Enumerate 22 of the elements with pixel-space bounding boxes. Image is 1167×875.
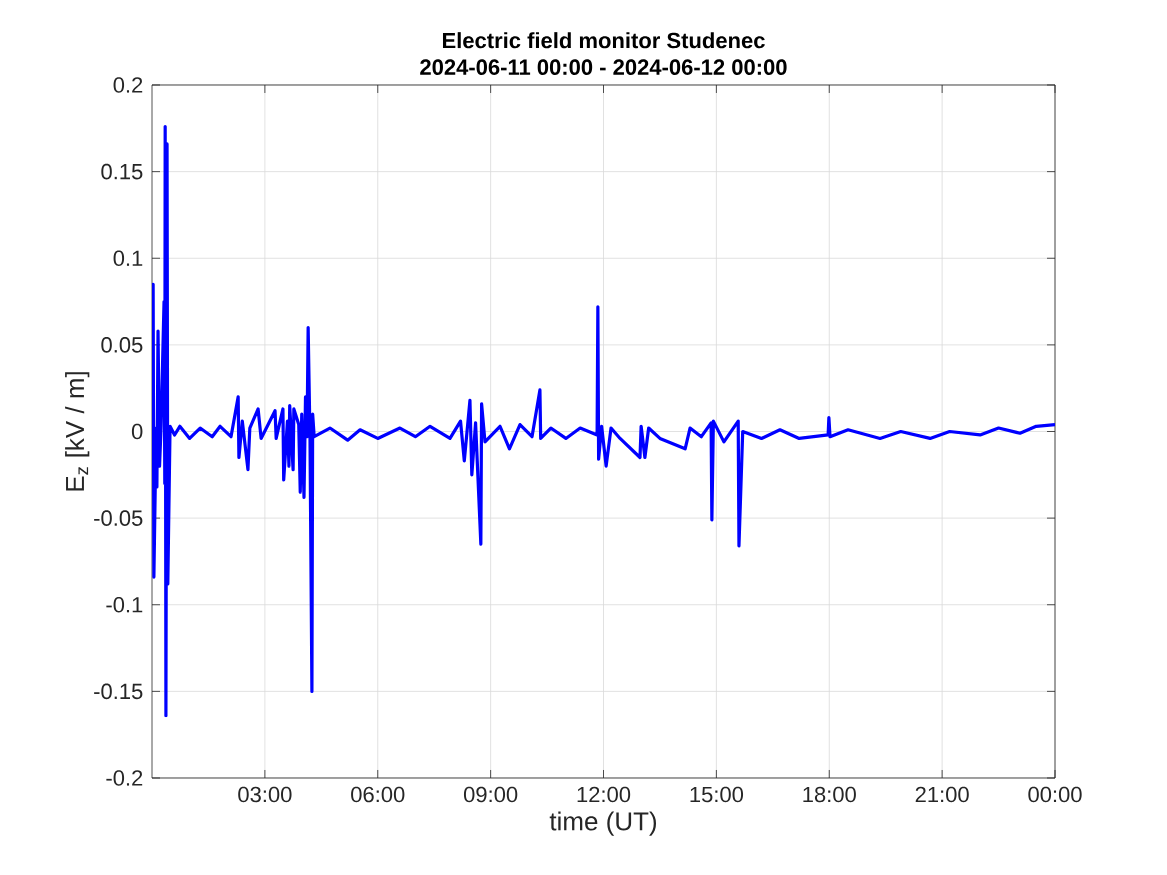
x-tick-label: 09:00 [463,786,518,803]
chart-title: Electric field monitor Studenec [442,32,765,49]
y-tick-label: 0.2 [113,77,143,93]
chart-subtitle: 2024-06-11 00:00 - 2024-06-12 00:00 [420,59,787,75]
y-tick-label: -0.05 [94,510,143,526]
y-axis-title: E$_{z}$ [kV / m] [65,372,90,491]
x-tick-label: 18:00 [803,786,856,803]
y-tick-label: 0.1 [113,250,143,267]
x-tick-label: 12:00 [577,786,631,803]
x-tick-label: 00:00 [1028,786,1082,803]
y-tick-label: -0.2 [106,770,143,786]
y-tick-label: 0.05 [101,337,143,353]
x-tick-label: 03:00 [238,786,292,803]
y-tick-label: -0.15 [94,683,143,700]
y-tick-label: -0.1 [106,596,143,613]
x-tick-label: 06:00 [351,786,405,803]
x-tick-label: 21:00 [915,786,969,803]
x-tick-label: 15:00 [690,786,744,803]
line-series [152,124,1056,718]
x-axis-title: time (UT) [549,811,657,836]
y-tick-label: 0 [131,423,143,440]
y-tick-label: 0.15 [101,163,143,180]
